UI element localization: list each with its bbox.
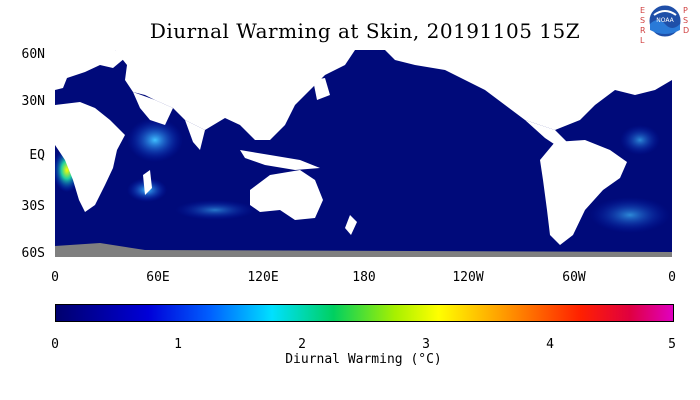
africa-europe	[55, 50, 125, 90]
lat-label-eq: EQ	[29, 148, 45, 163]
colorbar-tick-0: 0	[51, 337, 59, 352]
warm-patch	[590, 197, 670, 233]
lon-label-0: 0	[51, 270, 59, 285]
north-america	[385, 50, 672, 130]
africa	[55, 102, 125, 212]
warm-patch	[127, 118, 183, 162]
psd-letters: P S D	[683, 6, 691, 36]
lon-label-120e: 120E	[247, 270, 279, 285]
colorbar-tick-1: 1	[174, 337, 182, 352]
psd-letter: S	[683, 16, 689, 25]
warm-patch	[175, 200, 255, 220]
psd-letter: P	[683, 6, 688, 15]
lat-label-30s: 30S	[21, 199, 45, 214]
lat-label-60n: 60N	[21, 47, 45, 62]
lon-label-180: 180	[352, 270, 376, 285]
colorbar-tick-5: 5	[668, 337, 676, 352]
colorbar-tick-2: 2	[298, 337, 306, 352]
esrl-letters: E S R L	[640, 6, 648, 46]
japan	[313, 78, 330, 100]
esrl-letter: L	[640, 36, 645, 45]
lon-label-60e: 60E	[146, 270, 170, 285]
psd-letter: D	[683, 26, 690, 35]
lon-label-60w: 60W	[562, 270, 586, 285]
australia	[250, 170, 323, 220]
lat-label-30n: 30N	[21, 94, 45, 109]
colorbar	[55, 304, 674, 322]
new-zealand	[345, 215, 357, 235]
lon-label-120w: 120W	[452, 270, 484, 285]
lat-label-60s: 60S	[21, 246, 45, 261]
india	[185, 120, 205, 150]
madagascar	[143, 170, 152, 195]
esrl-letter: R	[640, 26, 646, 35]
world-map	[55, 50, 672, 257]
asia	[115, 50, 355, 140]
colorbar-tick-3: 3	[422, 337, 430, 352]
colorbar-tick-4: 4	[546, 337, 554, 352]
esrl-letter: S	[640, 16, 646, 25]
indonesia	[240, 150, 320, 170]
noaa-badge-text: NOAA	[656, 17, 674, 24]
south-america	[540, 140, 627, 245]
map-title: Diurnal Warming at Skin, 20191105 15Z	[149, 19, 581, 43]
arabia	[133, 92, 173, 125]
warm-patch	[620, 125, 660, 155]
noaa-logo-icon: NOAA	[648, 4, 682, 38]
lon-label-0-end: 0	[668, 270, 676, 285]
esrl-letter: E	[640, 6, 646, 15]
greenland	[615, 50, 672, 64]
antarctica	[55, 243, 672, 257]
colorbar-label: Diurnal Warming (°C)	[285, 352, 442, 367]
colorbar-gradient	[56, 305, 673, 321]
